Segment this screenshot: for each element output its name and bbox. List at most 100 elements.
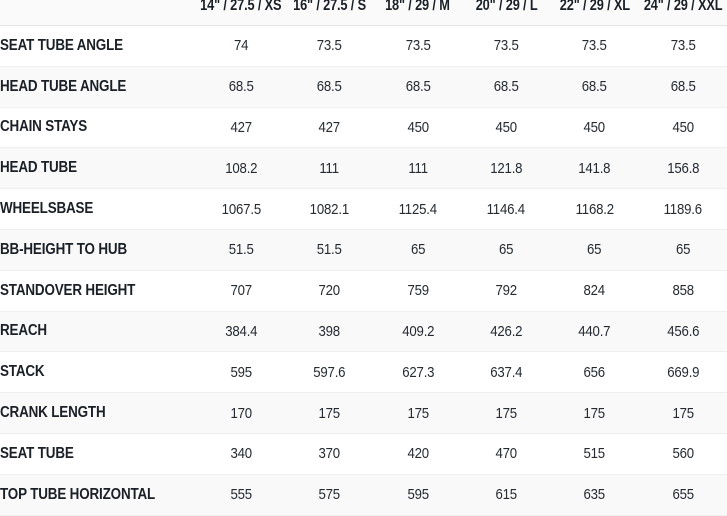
geometry-value-cell: 73.5 — [285, 26, 373, 66]
geometry-value-cell: 450 — [374, 108, 462, 148]
geometry-value: 111 — [319, 159, 340, 177]
geometry-value-cell: 1067.5 — [197, 189, 285, 229]
table-row: STANDOVER HEIGHT 707 720 759 792 824 858 — [0, 270, 727, 312]
geometry-value-cell: 1168.2 — [550, 189, 638, 229]
geometry-value-cell: 720 — [285, 271, 373, 311]
geometry-table-header: 14" / 27.5 / XS 16" / 27.5 / S 18" / 29 … — [0, 0, 727, 26]
geometry-value: 560 — [672, 445, 694, 463]
geometry-value-cell: 637.4 — [462, 352, 550, 392]
geometry-value: 73.5 — [670, 37, 696, 55]
size-column-header-s: 16" / 27.5 / S — [285, 0, 373, 25]
geometry-value: 68.5 — [670, 78, 696, 96]
geometry-value-cell: 175 — [639, 393, 727, 433]
geometry-value: 156.8 — [666, 159, 699, 177]
geometry-value-cell: 370 — [285, 434, 373, 474]
geometry-value: 73.5 — [405, 37, 431, 55]
geometry-value-cell: 175 — [285, 393, 373, 433]
geometry-value: 370 — [318, 445, 341, 463]
geometry-value-cell: 555 — [197, 475, 285, 515]
geometry-value-cell: 707 — [197, 271, 285, 311]
geometry-value: 108.2 — [225, 159, 258, 177]
geometry-value: 440.7 — [578, 322, 611, 340]
geometry-value-cell: 669.9 — [639, 352, 727, 392]
geometry-value-cell: 409.2 — [374, 312, 462, 352]
geometry-value: 707 — [230, 282, 252, 300]
geometry-value: 170 — [230, 404, 252, 422]
row-label-cell: STANDOVER HEIGHT — [0, 271, 197, 311]
geometry-value-cell: 73.5 — [639, 26, 727, 66]
geometry-value: 450 — [495, 118, 517, 136]
geometry-value-cell: 560 — [639, 434, 727, 474]
geometry-value-cell: 575 — [285, 475, 373, 515]
geometry-value: 1168.2 — [575, 200, 614, 218]
size-column-header-l: 20" / 29 / L — [462, 0, 550, 25]
geometry-value: 65 — [675, 241, 691, 259]
geometry-value: 68.5 — [316, 78, 342, 96]
row-label-cell: BB-HEIGHT TO HUB — [0, 230, 197, 270]
geometry-value-cell: 635 — [550, 475, 638, 515]
geometry-value: 51.5 — [316, 241, 342, 259]
table-row: SEAT TUBE 340 370 420 470 515 560 — [0, 433, 727, 475]
geometry-value-cell: 175 — [374, 393, 462, 433]
row-label: REACH — [0, 322, 47, 340]
geometry-value-cell: 384.4 — [197, 312, 285, 352]
geometry-value-cell: 68.5 — [197, 67, 285, 107]
geometry-value-cell: 51.5 — [197, 230, 285, 270]
geometry-value-cell: 655 — [639, 475, 727, 515]
size-column-header-label: 24" / 29 / XXL — [643, 0, 723, 14]
table-row: TOP TUBE HORIZONTAL 555 575 595 615 635 655 — [0, 474, 727, 516]
size-column-header-label: 18" / 29 / M — [385, 0, 451, 14]
geometry-value: 669.9 — [666, 363, 699, 381]
geometry-value: 597.6 — [313, 363, 346, 381]
geometry-value: 175 — [318, 404, 341, 422]
table-row: HEAD TUBE 108.2 111 111 121.8 141.8 156.8 — [0, 148, 727, 190]
geometry-value-cell: 595 — [374, 475, 462, 515]
geometry-value-cell: 340 — [197, 434, 285, 474]
geometry-value: 384.4 — [225, 322, 258, 340]
geometry-value-cell: 121.8 — [462, 148, 550, 188]
row-label-cell: CRANK LENGTH — [0, 393, 197, 433]
geometry-value: 656 — [583, 363, 606, 381]
row-label-cell: WHEELSBASE — [0, 189, 197, 229]
geometry-value-cell: 792 — [462, 271, 550, 311]
geometry-value: 175 — [583, 404, 606, 422]
geometry-value-cell: 1146.4 — [462, 189, 550, 229]
size-column-header-label: 16" / 27.5 / S — [293, 0, 366, 14]
table-row: CHAIN STAYS 427 427 450 450 450 450 — [0, 107, 727, 149]
geometry-value-cell: 73.5 — [550, 26, 638, 66]
geometry-value-cell: 156.8 — [639, 148, 727, 188]
geometry-value-cell: 170 — [197, 393, 285, 433]
geometry-value: 1067.5 — [221, 200, 261, 218]
row-label-cell: HEAD TUBE ANGLE — [0, 67, 197, 107]
header-spacer-cell — [0, 0, 197, 25]
geometry-value: 759 — [407, 282, 429, 300]
geometry-value-cell: 111 — [374, 148, 462, 188]
geometry-value: 792 — [495, 282, 517, 300]
size-column-header-xxl: 24" / 29 / XXL — [639, 0, 727, 25]
geometry-value: 450 — [672, 118, 694, 136]
geometry-value: 51.5 — [228, 241, 254, 259]
geometry-value: 720 — [318, 282, 341, 300]
geometry-value: 175 — [672, 404, 694, 422]
geometry-value: 175 — [407, 404, 429, 422]
geometry-value: 1082.1 — [309, 200, 350, 218]
geometry-value-cell: 595 — [197, 352, 285, 392]
size-column-header-xl: 22" / 29 / XL — [550, 0, 638, 25]
geometry-value-cell: 74 — [197, 26, 285, 66]
geometry-value-cell: 1125.4 — [374, 189, 462, 229]
geometry-value: 73.5 — [316, 37, 342, 55]
geometry-value: 427 — [318, 118, 341, 136]
geometry-value-cell: 108.2 — [197, 148, 285, 188]
geometry-value-cell: 68.5 — [639, 67, 727, 107]
geometry-value: 426.2 — [490, 322, 523, 340]
size-column-header-label: 20" / 29 / L — [475, 0, 538, 14]
geometry-value-cell: 65 — [639, 230, 727, 270]
row-label: STACK — [0, 363, 45, 381]
geometry-value: 73.5 — [581, 37, 607, 55]
geometry-value-cell: 656 — [550, 352, 638, 392]
row-label: BB-HEIGHT TO HUB — [0, 240, 127, 258]
geometry-value-cell: 427 — [197, 108, 285, 148]
table-row: SEAT TUBE ANGLE 74 73.5 73.5 73.5 73.5 73.5 — [0, 26, 727, 67]
geometry-value: 68.5 — [581, 78, 607, 96]
geometry-value: 175 — [495, 404, 517, 422]
